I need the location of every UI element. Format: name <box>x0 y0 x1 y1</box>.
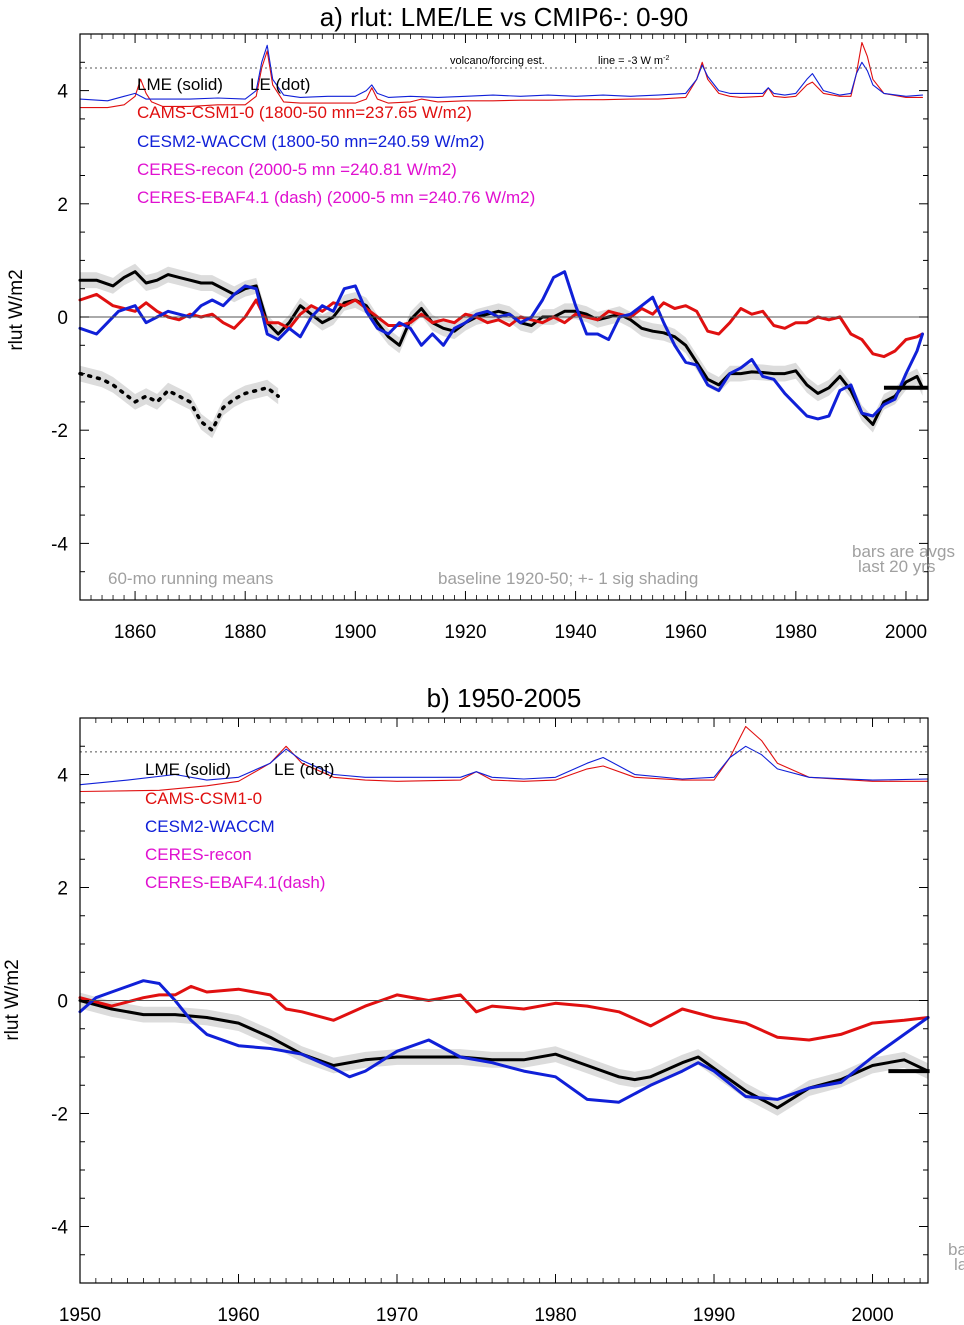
shading-le <box>80 365 279 439</box>
x-tick-label: 1940 <box>554 622 596 643</box>
panel-b-legend-cams: CAMS-CSM1-0 <box>145 789 262 808</box>
panel-b-legend-lme: LME (solid) <box>145 760 231 779</box>
panel-b-legend-le: LE (dot) <box>274 760 334 779</box>
shading-lme <box>80 992 928 1116</box>
y-tick-label: -4 <box>51 1218 68 1239</box>
panel-b-title: b) 1950-2005 <box>427 683 582 713</box>
shading-lme <box>80 263 923 433</box>
panel-a-tick-labels: 1860 1880 1900 1920 1940 1960 1980 2000 -4 -2 0 2 4 <box>51 82 927 643</box>
panel-a-lines <box>78 41 928 432</box>
x-tick-label: 1990 <box>693 1305 735 1325</box>
x-tick-label: 1880 <box>224 622 266 643</box>
y-tick-label: 2 <box>57 195 68 216</box>
panel-b-bars-note-2: la <box>954 1255 964 1274</box>
x-tick-label: 1860 <box>114 622 156 643</box>
panel-b-bars-note-1: ba <box>948 1240 964 1259</box>
x-tick-label: 1980 <box>775 622 817 643</box>
y-tick-label: -2 <box>51 1105 68 1126</box>
panel-a-line-unit-sup: -2 <box>663 55 669 62</box>
y-tick-label: 4 <box>57 82 68 103</box>
x-tick-label: 1960 <box>217 1305 259 1325</box>
panel-b-legend-cesm: CESM2-WACCM <box>145 817 275 836</box>
panel-a-bars-note-2: last 20 yrs <box>858 557 935 576</box>
y-tick-label: 2 <box>57 879 68 900</box>
panel-a-shading <box>80 263 923 439</box>
panel-b-legend-ebaf: CERES-EBAF4.1(dash) <box>145 873 325 892</box>
panel-a-axes <box>79 33 929 601</box>
x-tick-label: 1970 <box>376 1305 418 1325</box>
panel-b-legend-ceres: CERES-recon <box>145 845 252 864</box>
panel-a-legend-cams: CAMS-CSM1-0 (1800-50 mn=237.65 W/m2) <box>137 103 472 122</box>
panel-a-legend-ebaf: CERES-EBAF4.1 (dash) (2000-5 mn =240.76 … <box>137 188 535 207</box>
x-tick-label: 2000 <box>885 622 927 643</box>
series-line-cams-csm1-0 <box>78 984 930 1042</box>
panel-b-lines <box>78 725 930 1110</box>
panel-a-running-note: 60-mo running means <box>108 569 273 588</box>
panel-a-volcano-note: volcano/forcing est. <box>450 55 545 67</box>
panel-b-axes <box>79 717 929 1284</box>
panel-b-tick-labels: 1950 1960 1970 1980 1990 2000 -4 -2 0 2 4 <box>51 766 894 1325</box>
series-line-cesm2-waccm <box>78 270 924 421</box>
series-line-le <box>78 371 280 432</box>
x-tick-label: 1950 <box>59 1305 101 1325</box>
series-line-lme <box>78 270 924 426</box>
panel-a-baseline-note: baseline 1920-50; +- 1 sig shading <box>438 569 698 588</box>
x-tick-label: 1920 <box>444 622 486 643</box>
y-tick-label: -4 <box>51 534 68 555</box>
panel-a-title: a) rlut: LME/LE vs CMIP6-: 0-90 <box>320 2 688 32</box>
x-tick-label: 1960 <box>665 622 707 643</box>
panel-a-bars-note-1: bars are avgs <box>852 542 955 561</box>
panel-a-legend-lme: LME (solid) <box>137 75 223 94</box>
panel-a-ylabel: rlut W/m2 <box>6 269 27 350</box>
panel-a-line-unit: line = -3 W m-2 <box>598 55 669 67</box>
panel-b: b) 1950-2005 rlut W/m2 1950 1960 1970 1980 1… <box>2 683 964 1325</box>
x-tick-label: 2000 <box>851 1305 893 1325</box>
series-line-cams-csm1-0 <box>78 292 924 359</box>
series-line-volcano-forcing-est-cams <box>79 41 924 109</box>
panel-a-legend-cesm: CESM2-WACCM (1800-50 mn=240.59 W/m2) <box>137 132 485 151</box>
panel-a: a) rlut: LME/LE vs CMIP6-: 0-90 rlut W/m… <box>6 2 955 643</box>
y-tick-label: 0 <box>57 992 68 1013</box>
x-tick-label: 1980 <box>534 1305 576 1325</box>
panel-a-legend-le: LE (dot) <box>250 75 310 94</box>
series-line-volcano-forcing-est-cesm <box>79 745 929 786</box>
series-line-cesm2-waccm <box>78 979 930 1104</box>
panel-a-legend-ceres: CERES-recon (2000-5 mn =240.81 W/m2) <box>137 160 457 179</box>
series-line-volcano-forcing-est-cesm <box>79 44 924 102</box>
x-tick-label: 1900 <box>334 622 376 643</box>
series-line-volcano-forcing-est-cams <box>79 725 929 793</box>
panel-b-ylabel: rlut W/m2 <box>2 959 23 1040</box>
y-tick-label: 4 <box>57 766 68 787</box>
y-tick-label: -2 <box>51 421 68 442</box>
series-line-lme <box>78 999 930 1110</box>
panel-b-shading <box>80 992 928 1116</box>
y-tick-label: 0 <box>57 308 68 329</box>
